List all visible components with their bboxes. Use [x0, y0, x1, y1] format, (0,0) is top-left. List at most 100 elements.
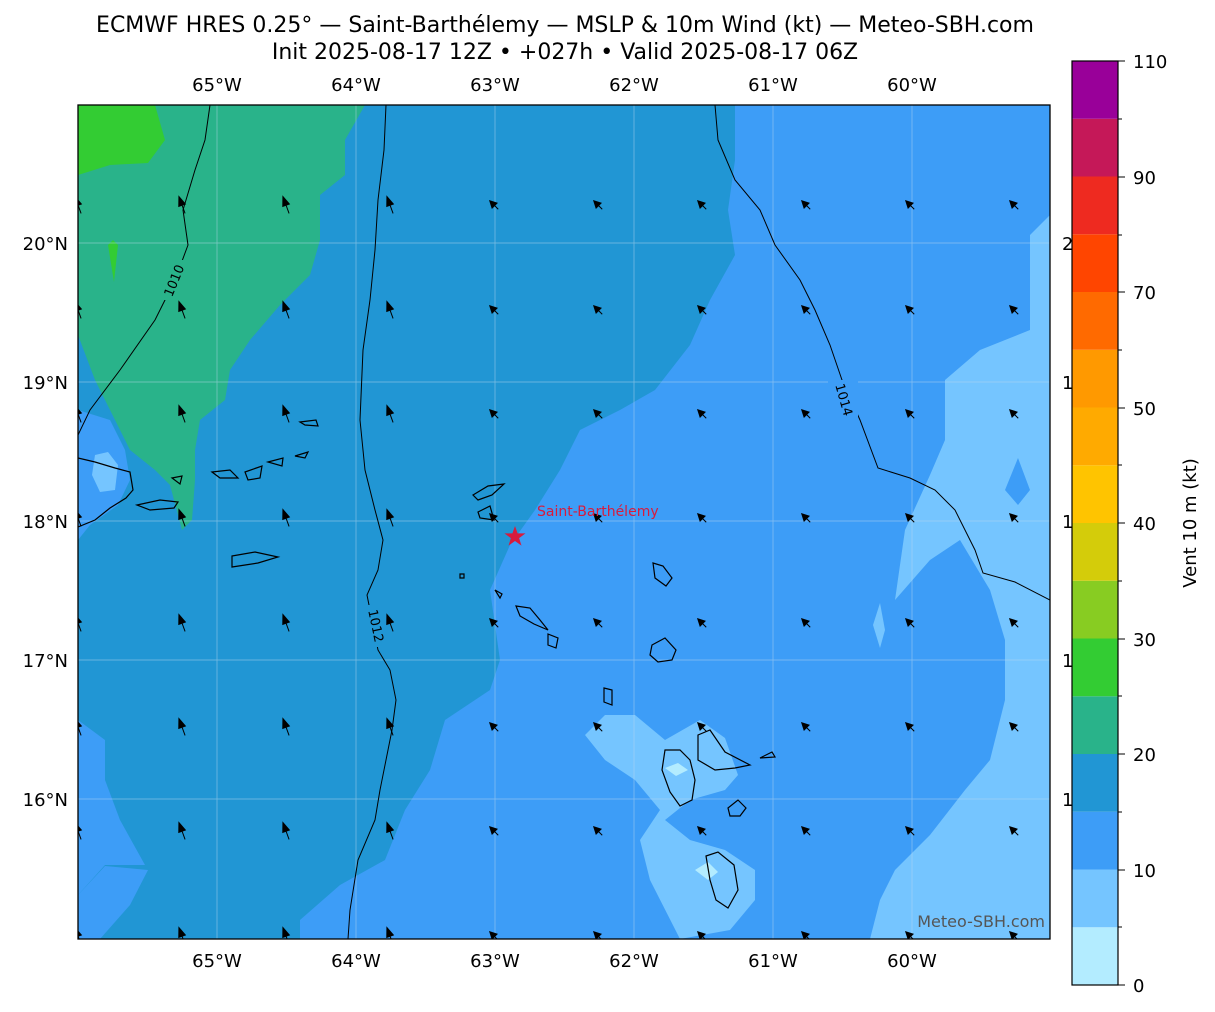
- colorbar-tick-label: 20: [1133, 745, 1156, 766]
- island-la-desirade: [759, 751, 777, 759]
- colorbar-ticks: [1118, 60, 1125, 986]
- colorbar-tick-label: 10: [1133, 861, 1156, 882]
- wind-barb-arrow-icon: [1008, 617, 1019, 628]
- colorbar-swatch: [1072, 61, 1118, 119]
- lon-label-top: 61°W: [748, 75, 798, 96]
- lon-label-top: 62°W: [609, 75, 659, 96]
- wind-barb-arrow-icon: [592, 825, 603, 836]
- colorbar-swatch: [1072, 927, 1118, 985]
- island-anegada: [298, 419, 319, 427]
- colorbar-swatch: [1072, 465, 1118, 523]
- island-tortola: [265, 457, 284, 467]
- wind-barb-arrow-icon: [178, 821, 187, 840]
- wind-barb-arrow-icon: [282, 926, 291, 939]
- wind-barb-arrow-icon: [1008, 408, 1019, 419]
- wind-band-10-15-spot: [1005, 458, 1030, 505]
- wind-barb-arrow-icon: [800, 408, 811, 419]
- wind-barb-arrow-icon: [488, 512, 499, 523]
- colorbar-swatch: [1072, 811, 1118, 870]
- lon-label-top: 63°W: [470, 75, 520, 96]
- svg-text:1: 1: [1062, 512, 1073, 533]
- wind-barb-arrow-icon: [800, 512, 811, 523]
- chart-title: ECMWF HRES 0.25° — Saint-Barthélemy — MS…: [96, 13, 1034, 38]
- wind-barb-arrow-icon: [386, 195, 395, 214]
- lat-label: 16°N: [23, 790, 68, 811]
- isobar-label-1012: 1012: [364, 608, 386, 643]
- lon-label-bottom: 63°W: [470, 951, 520, 972]
- wind-band-5-10-south: [585, 715, 755, 939]
- colorbar-swatch: [1072, 869, 1118, 928]
- lon-label-bottom: 65°W: [192, 951, 242, 972]
- lon-labels-bottom: 65°W 64°W 63°W 62°W 61°W 60°W: [192, 951, 937, 972]
- wind-barb-arrow-icon: [488, 617, 499, 628]
- colorbar-swatch: [1072, 754, 1118, 812]
- island-st-martin: [477, 505, 495, 521]
- colorbar-tick-label: 30: [1133, 630, 1156, 651]
- wind-barb-arrow-icon: [592, 617, 603, 628]
- wind-barb-arrow-icon: [386, 717, 395, 736]
- island-anguilla: [472, 483, 506, 501]
- island-marie-galante: [727, 799, 747, 817]
- colorbar-swatch: [1072, 118, 1118, 177]
- wind-barb-arrow-icon: [904, 304, 915, 315]
- colorbar-tick-label: 50: [1133, 399, 1156, 420]
- lon-label-bottom: 61°W: [748, 951, 798, 972]
- island-guadeloupe-grande-terre: [697, 729, 752, 771]
- wind-barb-arrow-icon: [282, 821, 291, 840]
- wind-barb-arrow-icon: [386, 613, 395, 632]
- colorbar-tick-label: 0: [1133, 976, 1144, 997]
- lat-label: 20°N: [23, 234, 68, 255]
- wind-barb-arrow-icon: [904, 408, 915, 419]
- wind-barb-arrow-icon: [800, 304, 811, 315]
- wind-barb-arrow-icon: [800, 721, 811, 732]
- wind-barb-arrow-icon: [488, 304, 499, 315]
- isobar-label-backgrounds: [158, 260, 858, 647]
- wind-barb-arrow-icon: [178, 717, 187, 736]
- lat-label: 19°N: [23, 373, 68, 394]
- wind-barb-arrow-icon: [696, 617, 707, 628]
- wind-barb-arrow-icon: [904, 825, 915, 836]
- island-barbuda: [652, 562, 673, 587]
- colorbar-tick-label: 110: [1133, 52, 1167, 73]
- lon-label-bottom: 64°W: [331, 951, 381, 972]
- island-vieques: [134, 499, 180, 511]
- wind-barb-arrow-icon: [800, 617, 811, 628]
- wind-barb-arrow-icon: [178, 404, 187, 423]
- wind-barb-arrow-icon: [488, 930, 499, 939]
- wind-barb-arrow-icon: [488, 825, 499, 836]
- coastlines: [78, 419, 777, 909]
- wind-barb-arrow-icon: [386, 300, 395, 319]
- wind-barb-arrow-icon: [386, 404, 395, 423]
- lon-label-bottom: 62°W: [609, 951, 659, 972]
- wind-barb-arrow-icon: [592, 199, 603, 210]
- chart-subtitle: Init 2025-08-17 12Z • +027h • Valid 2025…: [271, 40, 859, 65]
- wind-barb-arrow-icon: [800, 825, 811, 836]
- wind-band-5-10-west: [92, 452, 118, 492]
- wind-barb-arrow-icon: [1008, 199, 1019, 210]
- lat-labels-left: 20°N 19°N 18°N 17°N 16°N: [23, 234, 68, 811]
- lon-label-top: 64°W: [331, 75, 381, 96]
- right-lat-label-fragments: 2 1 1 1 1: [1062, 234, 1073, 811]
- svg-text:1: 1: [1062, 651, 1073, 672]
- island-st-croix: [231, 551, 281, 568]
- wind-barb-arrow-icon: [488, 721, 499, 732]
- colorbar-tick-label: 90: [1133, 168, 1156, 189]
- wind-barb-arrow-icon: [800, 199, 811, 210]
- wind-barb-arrow-icon: [178, 926, 187, 939]
- island-guadeloupe-basse-terre: [661, 749, 696, 807]
- wind-barb-arrow-icon: [1008, 512, 1019, 523]
- wind-barb-arrow-icon: [1008, 825, 1019, 836]
- wind-barb-arrow-icon: [488, 408, 499, 419]
- wind-barb-arrow-icon: [282, 613, 291, 632]
- svg-text:1: 1: [1062, 373, 1073, 394]
- wind-speed-field: 1010 1012 1014 Saint-Barthélemy Meteo-SB…: [78, 105, 1050, 939]
- island-small-1: [170, 475, 183, 486]
- colorbar-swatch: [1072, 234, 1118, 292]
- wind-barb-arrow-icon: [282, 717, 291, 736]
- wind-band-10-15-southwest: [78, 866, 148, 939]
- wind-barb-arrow-icon: [592, 512, 603, 523]
- wind-barb-arrow-icon: [592, 304, 603, 315]
- wind-barb-arrow-icon: [386, 821, 395, 840]
- wind-band-0-5-spot: [695, 862, 718, 880]
